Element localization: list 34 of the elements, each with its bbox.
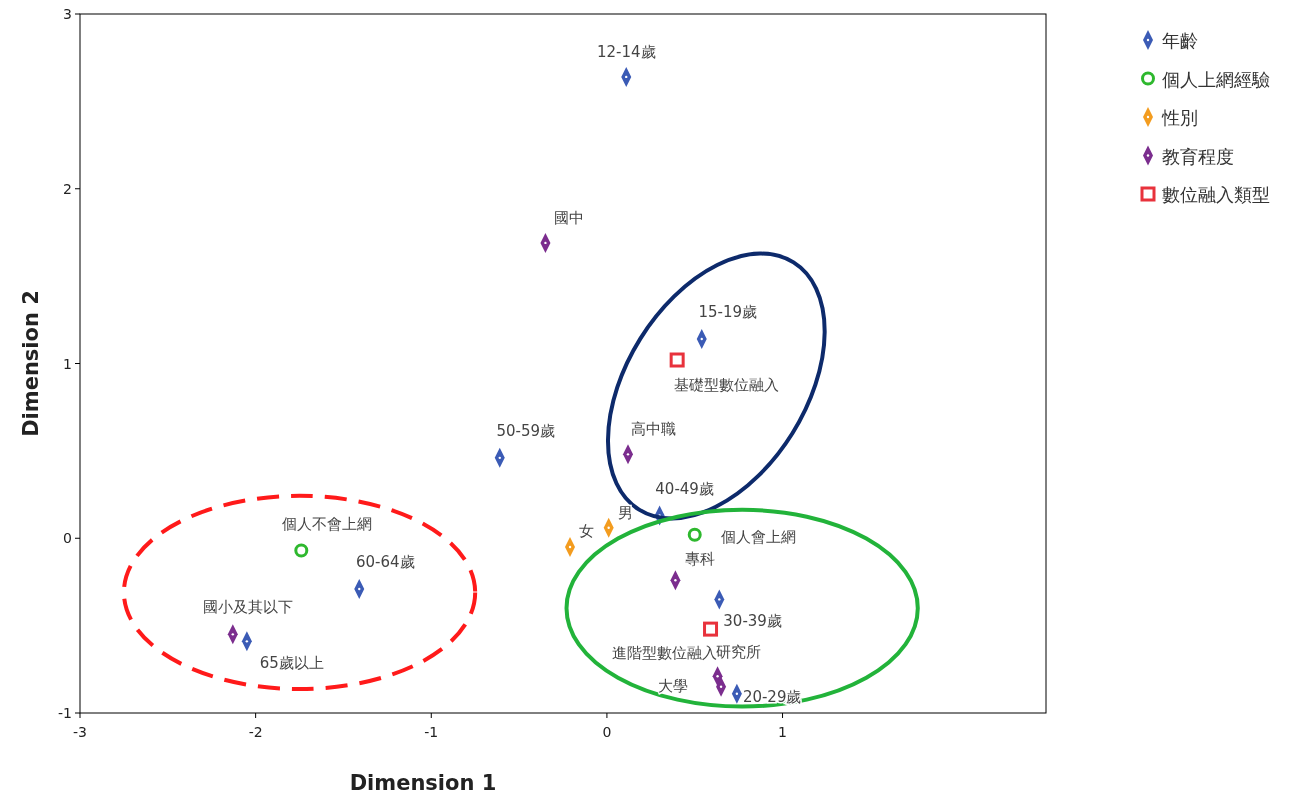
annotation: 國小及其以下 xyxy=(202,598,293,617)
annotation: 專科 xyxy=(685,550,716,569)
annotation: 12-14歲 xyxy=(596,42,656,61)
point xyxy=(687,527,702,542)
x-axis-title: Dimension 1 xyxy=(349,771,497,795)
y-axis-title: Dimension 2 xyxy=(19,290,43,437)
annotation: 個人會上網 xyxy=(720,527,796,546)
annotation: 大學 xyxy=(657,677,688,696)
y-tick-label: 0 xyxy=(63,530,72,547)
x-tick-label: -2 xyxy=(248,724,263,740)
x-tick-label: 0 xyxy=(602,724,612,740)
y-tick-label: 3 xyxy=(63,6,72,22)
annotation: 國中 xyxy=(554,208,585,227)
point xyxy=(294,543,309,558)
x-tick-label: -3 xyxy=(73,724,87,740)
annotation: 研究所 xyxy=(716,642,762,661)
annotation: 個人不會上網 xyxy=(282,515,373,534)
annotation: 進階型數位融入 xyxy=(611,644,717,663)
x-tick-label: 1 xyxy=(778,724,788,740)
annotation: 60-64歲 xyxy=(355,552,415,571)
annotation: 30-39歲 xyxy=(723,612,782,631)
legend-label: 個人上網經驗 xyxy=(1162,68,1270,90)
x-tick-label: -1 xyxy=(424,724,439,740)
legend-label: 教育程度 xyxy=(1162,145,1234,167)
y-tick-label: 2 xyxy=(63,180,72,197)
point xyxy=(703,621,719,637)
y-tick-label: 1 xyxy=(63,355,72,372)
legend-label: 年齡 xyxy=(1162,30,1198,51)
legend-label: 性別 xyxy=(1161,107,1198,128)
annotation: 女 xyxy=(578,521,594,540)
legend-label: 數位融入類型 xyxy=(1162,184,1270,205)
y-tick-label: -1 xyxy=(58,705,72,721)
annotation: 50-59歲 xyxy=(496,421,556,440)
annotation: 65歲以上 xyxy=(259,654,324,673)
